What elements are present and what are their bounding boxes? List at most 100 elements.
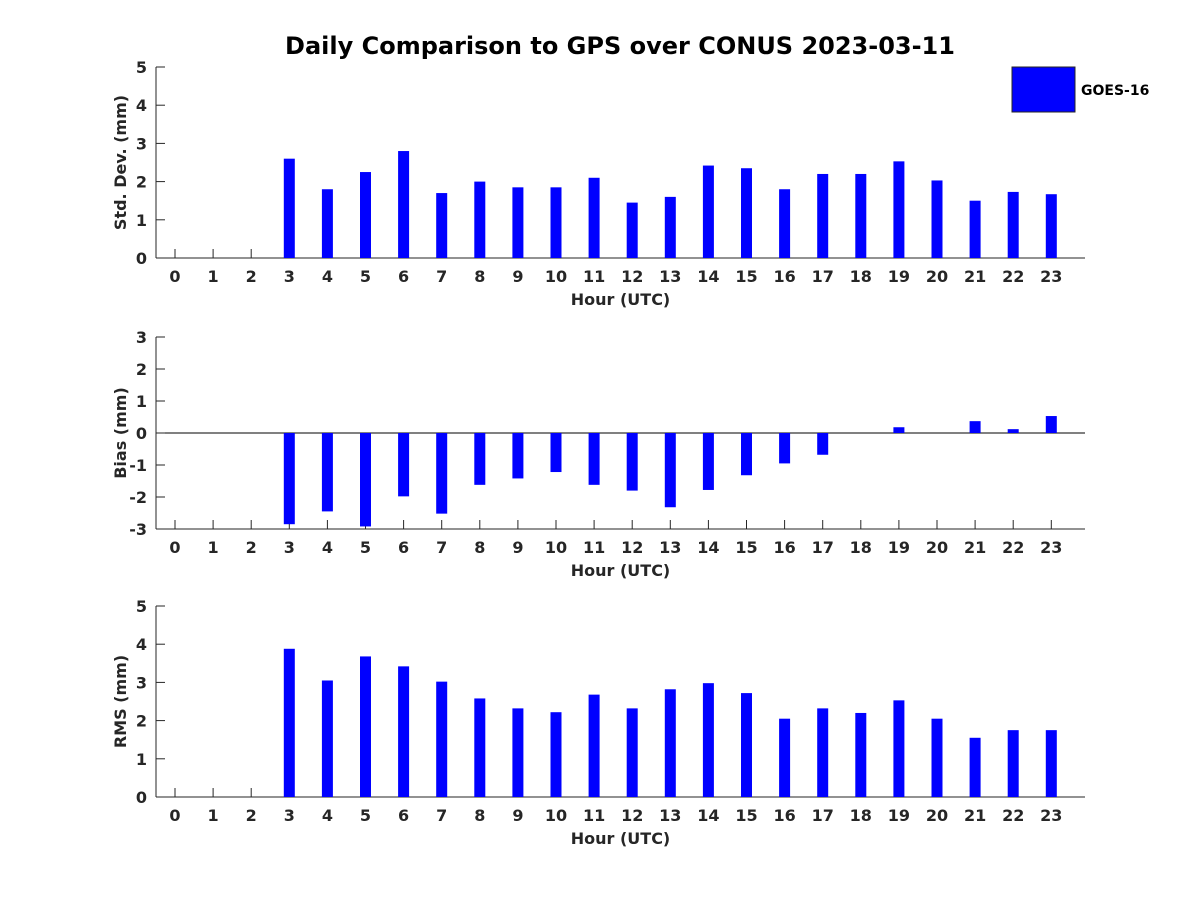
bar-hour-3 <box>283 433 295 525</box>
x-tick-label: 13 <box>659 806 681 825</box>
bar-hour-13 <box>664 196 676 258</box>
x-tick-label: 7 <box>436 267 447 286</box>
y-tick-label: 4 <box>136 635 147 654</box>
bar-hour-22 <box>1007 730 1019 797</box>
bar-hour-3 <box>283 158 295 258</box>
x-tick-label: 1 <box>208 806 219 825</box>
y-axis-label: Bias (mm) <box>111 387 130 479</box>
x-tick-label: 7 <box>436 806 447 825</box>
legend-swatch <box>1011 66 1076 113</box>
bar-hour-21 <box>969 737 981 797</box>
bar-hour-16 <box>779 718 791 797</box>
bar-hour-11 <box>588 177 600 258</box>
y-tick-label: 2 <box>136 173 147 192</box>
bar-hour-13 <box>664 689 676 797</box>
x-tick-label: 22 <box>1002 538 1024 557</box>
bar-hour-23 <box>1045 194 1057 258</box>
x-tick-label: 21 <box>964 538 986 557</box>
y-tick-label: 3 <box>136 134 147 153</box>
x-tick-label: 20 <box>926 267 948 286</box>
x-tick-label: 23 <box>1040 538 1062 557</box>
y-axis-label: RMS (mm) <box>111 655 130 748</box>
x-tick-label: 13 <box>659 538 681 557</box>
y-tick-label: 0 <box>136 788 147 807</box>
x-tick-label: 2 <box>246 806 257 825</box>
x-tick-label: 20 <box>926 806 948 825</box>
x-tick-label: 6 <box>398 267 409 286</box>
x-tick-label: 14 <box>697 538 719 557</box>
x-tick-label: 8 <box>474 267 485 286</box>
bar-hour-20 <box>931 180 943 258</box>
x-tick-label: 19 <box>888 267 910 286</box>
x-tick-label: 9 <box>512 806 523 825</box>
x-tick-label: 20 <box>926 538 948 557</box>
x-tick-label: 7 <box>436 538 447 557</box>
x-tick-label: 4 <box>322 538 333 557</box>
x-axis-label: Hour (UTC) <box>571 829 671 848</box>
x-tick-label: 6 <box>398 538 409 557</box>
bar-hour-18 <box>855 712 867 797</box>
bar-hour-9 <box>512 187 524 258</box>
x-tick-label: 0 <box>169 267 180 286</box>
bar-hour-17 <box>817 173 829 258</box>
bar-hour-13 <box>664 433 676 508</box>
bar-hour-22 <box>1007 191 1019 258</box>
y-tick-label: 0 <box>136 424 147 443</box>
x-axis-label: Hour (UTC) <box>571 561 671 580</box>
bar-hour-20 <box>931 718 943 797</box>
x-tick-label: 15 <box>735 806 757 825</box>
bar-hour-14 <box>702 433 714 490</box>
bar-hour-4 <box>321 189 333 258</box>
x-tick-label: 18 <box>850 538 872 557</box>
x-tick-label: 14 <box>697 267 719 286</box>
x-tick-label: 10 <box>545 806 567 825</box>
x-tick-label: 21 <box>964 267 986 286</box>
x-tick-label: 3 <box>284 267 295 286</box>
x-tick-label: 4 <box>322 267 333 286</box>
bar-hour-8 <box>474 433 486 485</box>
x-tick-label: 12 <box>621 267 643 286</box>
bar-hour-22 <box>1007 429 1019 433</box>
bar-hour-15 <box>741 168 752 258</box>
bar-hour-9 <box>512 708 524 797</box>
bar-hour-11 <box>588 694 600 797</box>
x-tick-label: 23 <box>1040 806 1062 825</box>
x-tick-label: 4 <box>322 806 333 825</box>
x-tick-label: 11 <box>583 806 605 825</box>
x-axis-label: Hour (UTC) <box>571 290 671 309</box>
bar-hour-18 <box>855 173 867 258</box>
y-tick-label: 1 <box>136 392 147 411</box>
x-tick-label: 5 <box>360 267 371 286</box>
bar-hour-17 <box>817 433 829 455</box>
x-tick-label: 23 <box>1040 267 1062 286</box>
x-tick-label: 10 <box>545 267 567 286</box>
y-tick-label: 5 <box>136 58 147 77</box>
bar-hour-7 <box>436 433 448 514</box>
y-axis-label: Std. Dev. (mm) <box>111 95 130 230</box>
x-tick-label: 14 <box>697 806 719 825</box>
bar-hour-10 <box>550 187 562 258</box>
bar-hour-11 <box>588 433 600 485</box>
x-tick-label: 22 <box>1002 806 1024 825</box>
x-tick-label: 12 <box>621 806 643 825</box>
x-tick-label: 11 <box>583 538 605 557</box>
x-tick-label: 16 <box>773 806 795 825</box>
x-tick-label: 8 <box>474 538 485 557</box>
y-tick-label: 2 <box>136 360 147 379</box>
x-tick-label: 12 <box>621 538 643 557</box>
y-tick-label: 2 <box>136 712 147 731</box>
y-tick-label: 1 <box>136 750 147 769</box>
x-tick-label: 13 <box>659 267 681 286</box>
bar-hour-16 <box>779 189 791 258</box>
x-tick-label: 16 <box>773 538 795 557</box>
y-tick-label: 3 <box>136 673 147 692</box>
y-tick-label: 4 <box>136 96 147 115</box>
bar-hour-19 <box>893 161 905 258</box>
x-tick-label: 18 <box>850 806 872 825</box>
chart-title: Daily Comparison to GPS over CONUS 2023-… <box>285 32 955 60</box>
x-tick-label: 8 <box>474 806 485 825</box>
